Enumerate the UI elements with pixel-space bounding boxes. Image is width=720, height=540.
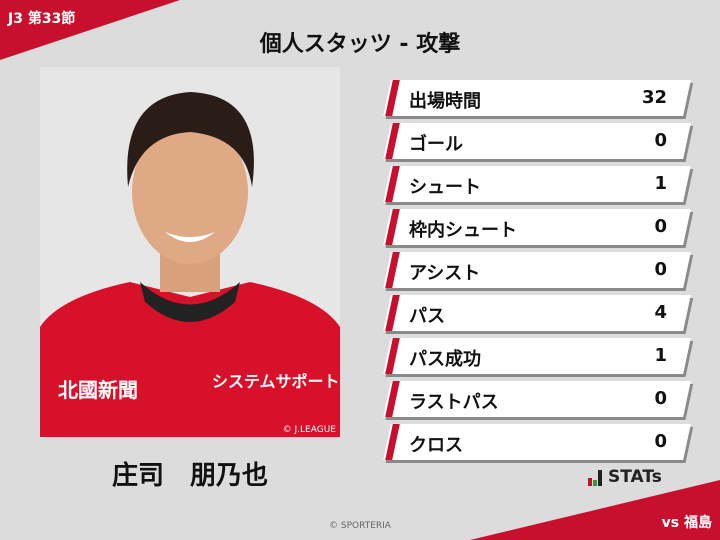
stat-row-crosses: クロス 0 (383, 424, 691, 460)
stat-row-assists: アシスト 0 (383, 252, 691, 288)
stat-row-passes: パス 4 (383, 295, 691, 331)
stat-label: パス成功 (409, 349, 481, 370)
stat-row-key-passes: ラストパス 0 (383, 381, 691, 417)
stat-value: 32 (641, 87, 667, 108)
stat-value: 4 (654, 302, 667, 323)
stat-value: 0 (654, 388, 667, 409)
stat-label: シュート (409, 177, 481, 198)
stat-row-goals: ゴール 0 (383, 123, 691, 159)
stat-value: 0 (654, 130, 667, 151)
stat-label: ラストパス (409, 392, 499, 413)
player-photo: 北國新聞 システムサポート © J.LEAGUE (40, 67, 340, 437)
stat-value: 1 (654, 345, 667, 366)
corner-banner-top (0, 0, 180, 60)
stat-label: クロス (409, 435, 463, 456)
sponsor-left: 北國新聞 (58, 378, 138, 402)
round-label: J3 第33節 (8, 11, 76, 27)
stat-label: ゴール (409, 134, 463, 155)
stat-row-shots-on-target: 枠内シュート 0 (383, 209, 691, 245)
opponent-label: vs 福島 (661, 515, 712, 531)
player-name: 庄司 朋乃也 (111, 461, 268, 491)
photo-credit: © J.LEAGUE (282, 425, 336, 435)
stat-value: 1 (654, 173, 667, 194)
corner-banner-bottom (470, 480, 720, 540)
stat-label: アシスト (409, 263, 481, 284)
stat-value: 0 (654, 259, 667, 280)
stat-label: 出場時間 (409, 91, 481, 112)
stat-label: パス (409, 306, 445, 327)
stat-label: 枠内シュート (409, 220, 517, 241)
stats-list: 出場時間 32 ゴール 0 シュート 1 枠内シュート 0 アシスト 0 パス 4 パス成功… (383, 80, 691, 467)
copyright: © SPORTERIA (329, 521, 391, 531)
sponsor-right: システムサポート (212, 372, 340, 391)
stat-row-minutes: 出場時間 32 (383, 80, 691, 116)
page-title: 個人スタッツ - 攻撃 (259, 32, 461, 57)
stat-row-passes-completed: パス成功 1 (383, 338, 691, 374)
stat-row-shots: シュート 1 (383, 166, 691, 202)
stat-value: 0 (654, 431, 667, 452)
logo-bar-black (598, 470, 602, 486)
stat-value: 0 (654, 216, 667, 237)
